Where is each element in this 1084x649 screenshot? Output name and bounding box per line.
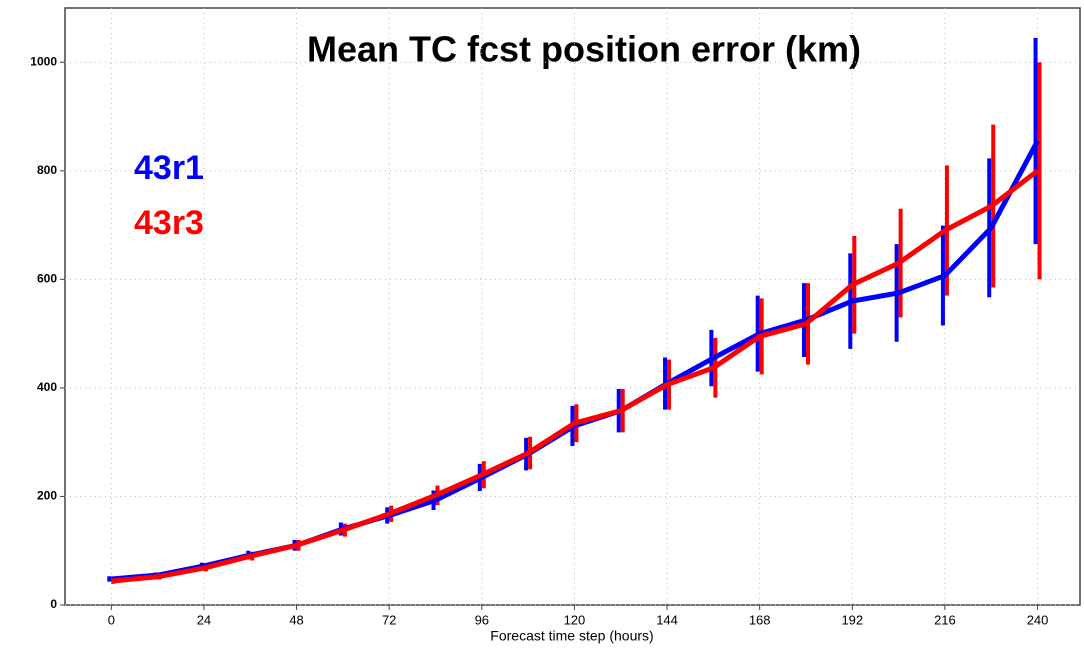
x-tick-label: 240	[1027, 612, 1049, 627]
x-tick-label: 216	[934, 612, 956, 627]
x-tick-label: 24	[197, 612, 211, 627]
y-tick-label: 600	[37, 272, 57, 286]
x-tick-label: 120	[564, 612, 586, 627]
plot-frame	[64, 7, 1081, 606]
legend-label: 43r1	[134, 149, 204, 187]
x-tick-label: 72	[382, 612, 396, 627]
chart-title: Mean TC fcst position error (km)	[307, 29, 861, 70]
y-tick-label: 1000	[30, 54, 57, 68]
y-tick-label: 400	[37, 380, 57, 394]
x-tick-label: 192	[841, 612, 863, 627]
y-tick-label: 200	[37, 489, 57, 503]
x-axis-label: Forecast time step (hours)	[490, 628, 653, 644]
x-tick-label: 168	[749, 612, 771, 627]
series-line	[111, 168, 1040, 584]
x-tick-label: 144	[656, 612, 678, 627]
x-tick-label: 0	[108, 612, 115, 627]
y-tick-label: 800	[37, 163, 57, 177]
legend-label: 43r3	[134, 204, 204, 242]
x-tick-label: 48	[289, 612, 303, 627]
y-tick-label: 0	[50, 597, 57, 611]
x-tick-label: 96	[475, 612, 489, 627]
